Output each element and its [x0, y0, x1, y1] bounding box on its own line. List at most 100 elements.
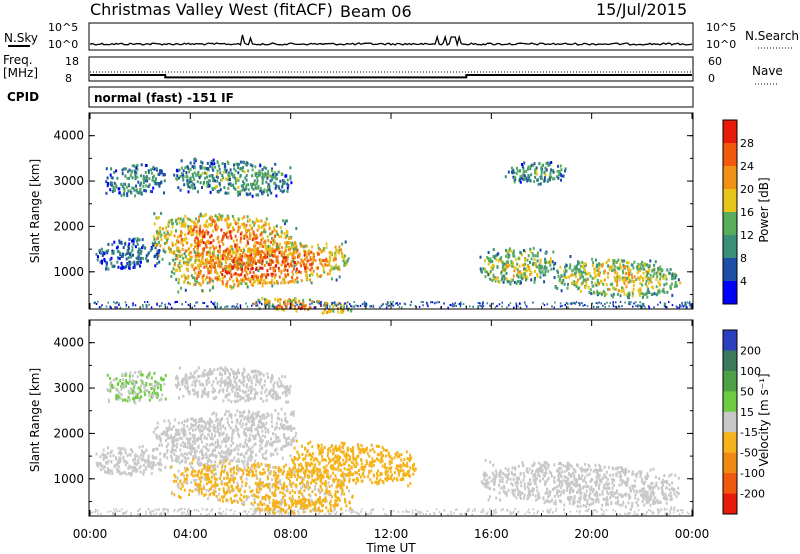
heatmap-cell [516, 273, 519, 277]
heatmap-cell [296, 248, 299, 252]
heatmap-cell [341, 242, 344, 246]
heatmap-cell [233, 429, 236, 433]
heatmap-cell [333, 446, 336, 450]
heatmap-cell [372, 305, 374, 308]
heatmap-cell [203, 180, 205, 184]
heatmap-cell [272, 432, 274, 436]
heatmap-cell [257, 433, 260, 437]
heatmap-cell [131, 186, 133, 190]
heatmap-cell [131, 176, 134, 180]
heatmap-cell [227, 453, 230, 457]
heatmap-cell [214, 276, 217, 280]
heatmap-cell [617, 258, 620, 262]
heatmap-cell [640, 275, 642, 279]
heatmap-cell [501, 266, 504, 270]
heatmap-cell [263, 256, 266, 259]
heatmap-cell [368, 455, 371, 458]
heatmap-cell [158, 443, 161, 447]
heatmap-cell [229, 277, 231, 281]
heatmap-cell [176, 300, 178, 303]
heatmap-cell [257, 252, 260, 256]
heatmap-cell [625, 285, 628, 289]
heatmap-cell [269, 174, 272, 178]
heatmap-cell [160, 377, 163, 381]
heatmap-cell [552, 263, 555, 267]
heatmap-cell [655, 271, 658, 275]
heatmap-cell [191, 186, 194, 190]
heatmap-cell [225, 248, 228, 252]
heatmap-cell [243, 428, 246, 431]
heatmap-cell [234, 447, 237, 451]
heatmap-cell [237, 267, 240, 270]
heatmap-cell [260, 256, 263, 260]
heatmap-cell [323, 248, 326, 252]
heatmap-cell [215, 412, 218, 416]
heatmap-cell [638, 269, 641, 273]
heatmap-cell [224, 371, 227, 375]
heatmap-cell [561, 281, 564, 285]
heatmap-cell [162, 249, 165, 253]
heatmap-cell [278, 235, 281, 238]
heatmap-cell [121, 168, 124, 172]
heatmap-cell [411, 467, 414, 471]
heatmap-cell [202, 229, 204, 233]
heatmap-cell [193, 250, 196, 254]
heatmap-cell [249, 250, 252, 254]
heatmap-cell [341, 254, 344, 258]
heatmap-cell [189, 161, 192, 165]
heatmap-cell [251, 263, 254, 267]
heatmap-cell [177, 176, 180, 180]
heatmap-cell [175, 254, 178, 257]
heatmap-cell [510, 166, 513, 170]
heatmap-cell [390, 476, 393, 480]
heatmap-cell [190, 250, 193, 254]
heatmap-cell [345, 263, 348, 267]
heatmap-cell [259, 244, 262, 248]
heatmap-cell [240, 414, 243, 418]
heatmap-cell [291, 279, 294, 283]
heatmap-cell [494, 277, 497, 281]
heatmap-cell [575, 285, 578, 289]
heatmap-cell [206, 225, 209, 229]
heatmap-cell [245, 163, 248, 167]
heatmap-cell [237, 221, 240, 225]
heatmap-cell [210, 258, 213, 261]
heatmap-cell [524, 258, 526, 262]
heatmap-cell [612, 262, 615, 265]
heatmap-cell [557, 173, 560, 177]
heatmap-cell [544, 269, 547, 273]
heatmap-cell [311, 273, 314, 277]
heatmap-cell [589, 288, 592, 292]
heatmap-cell [142, 304, 144, 306]
heatmap-cell [165, 433, 168, 437]
heatmap-cell [229, 379, 232, 383]
heatmap-cell [557, 164, 559, 168]
heatmap-cell [227, 248, 230, 252]
heatmap-cell [112, 188, 115, 192]
heatmap-cell [364, 303, 366, 306]
freq-label-line1: Freq. [3, 53, 33, 67]
heatmap-cell [627, 271, 630, 275]
heatmap-cell [537, 182, 540, 186]
heatmap-cell [689, 301, 691, 303]
heatmap-cell [259, 250, 261, 254]
heatmap-cell [586, 272, 589, 276]
heatmap-cell [98, 306, 101, 309]
heatmap-cell [170, 434, 172, 438]
heatmap-cell [525, 275, 528, 279]
heatmap-cell [261, 245, 264, 249]
heatmap-cell [510, 261, 513, 265]
heatmap-cell [598, 291, 601, 295]
heatmap-cell [519, 270, 522, 273]
heatmap-cell [185, 437, 188, 441]
heatmap-cell [229, 381, 232, 385]
heatmap-cell [243, 391, 246, 395]
heatmap-cell [324, 468, 327, 472]
heatmap-cell [686, 301, 689, 304]
heatmap-cell [544, 261, 547, 265]
scatter-region [170, 240, 350, 294]
heatmap-cell [209, 459, 212, 463]
heatmap-cell [195, 256, 198, 260]
heatmap-cell [253, 221, 256, 225]
heatmap-cell [217, 225, 220, 229]
